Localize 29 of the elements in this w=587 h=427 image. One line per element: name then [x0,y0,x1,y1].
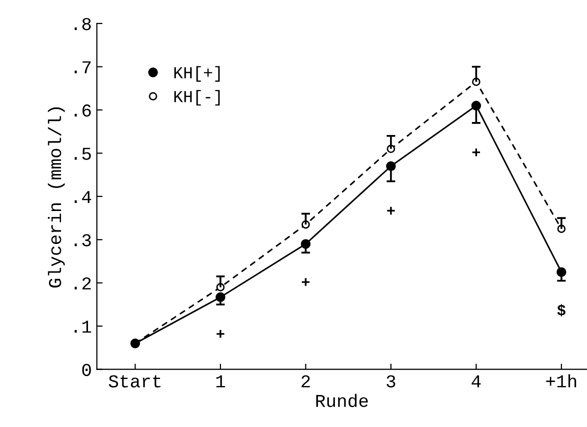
x-tick-label: +1h [546,374,576,388]
annotation: + [387,206,395,215]
point [386,161,396,172]
x-tick-label: 1 [216,375,225,388]
y-axis-title: Glycerin (mmol/l) [48,107,65,288]
y-tick-label: .1 [74,320,92,333]
annotation: + [216,330,224,338]
legend-label: KH[+] [174,66,220,82]
x-tick-label: 4 [472,375,481,388]
point [300,239,311,249]
annotation: $ [557,304,566,317]
point [216,292,226,302]
legend-label: KH[-] [174,90,220,106]
x-axis-title: Runde [316,394,368,408]
point [471,100,482,110]
annotation: + [472,148,480,156]
y-tick-label: 0 [82,364,91,376]
y-tick-label: .4 [74,191,92,203]
y-tick-label: .8 [74,18,91,30]
x-tick-label: 2 [302,375,310,388]
point [556,267,566,277]
y-tick-label: .2 [74,277,91,290]
x-tick-label: Start [108,375,160,388]
y-tick-label: .5 [74,148,91,160]
y-tick-label: .6 [74,104,91,117]
y-tick-label: .7 [74,61,91,74]
annotation: + [302,278,310,286]
y-tick-label: .3 [74,234,91,246]
x-tick-label: 3 [386,375,396,388]
